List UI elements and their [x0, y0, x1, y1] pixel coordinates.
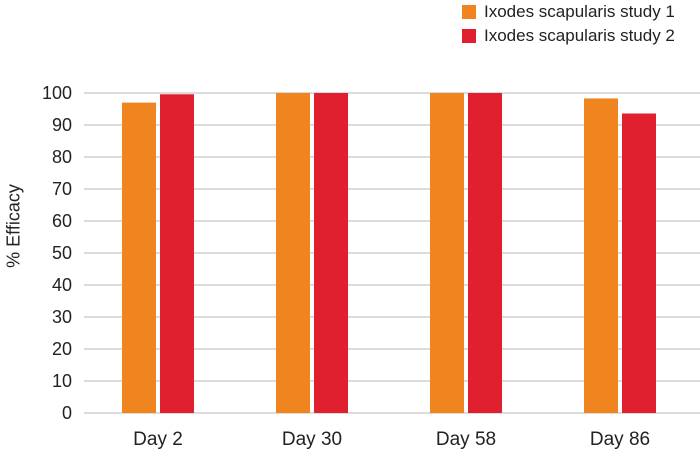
y-tick-100: 100 — [42, 83, 72, 103]
legend-label-study-1: Ixodes scapularis study 1 — [484, 2, 675, 21]
bar-day-58-study-1 — [430, 93, 464, 413]
y-tick-50: 50 — [52, 243, 72, 263]
x-tick-day-58: Day 58 — [436, 429, 496, 450]
legend-label-study-2: Ixodes scapularis study 2 — [484, 26, 675, 45]
y-tick-60: 60 — [52, 211, 72, 231]
bar-day-2-study-2 — [160, 94, 194, 413]
y-tick-90: 90 — [52, 115, 72, 135]
x-tick-labels: Day 2 Day 30 Day 58 Day 86 — [133, 429, 650, 450]
bar-day-86-study-2 — [622, 113, 656, 413]
y-tick-30: 30 — [52, 307, 72, 327]
bar-day-2-study-1 — [122, 102, 156, 413]
bar-day-30-study-2 — [314, 93, 348, 413]
bar-day-58-study-2 — [468, 93, 502, 413]
x-tick-day-86: Day 86 — [590, 429, 650, 450]
y-tick-20: 20 — [52, 339, 72, 359]
x-tick-day-30: Day 30 — [282, 429, 342, 450]
x-tick-day-2: Day 2 — [133, 429, 183, 450]
bars — [122, 93, 656, 413]
legend-item-study-1: Ixodes scapularis study 1 — [462, 0, 675, 24]
y-tick-70: 70 — [52, 179, 72, 199]
y-tick-0: 0 — [62, 403, 72, 423]
bar-day-86-study-1 — [584, 98, 618, 413]
bar-day-30-study-1 — [276, 93, 310, 413]
y-tick-10: 10 — [52, 371, 72, 391]
y-axis-label: % Efficacy — [3, 184, 24, 268]
y-tick-labels: 0 10 20 30 40 50 60 70 80 90 100 — [42, 83, 72, 423]
legend-swatch-study-2 — [462, 29, 476, 43]
legend-item-study-2: Ixodes scapularis study 2 — [462, 24, 675, 48]
y-tick-40: 40 — [52, 275, 72, 295]
legend-swatch-study-1 — [462, 5, 476, 19]
legend: Ixodes scapularis study 1 Ixodes scapula… — [462, 0, 675, 48]
y-tick-80: 80 — [52, 147, 72, 167]
